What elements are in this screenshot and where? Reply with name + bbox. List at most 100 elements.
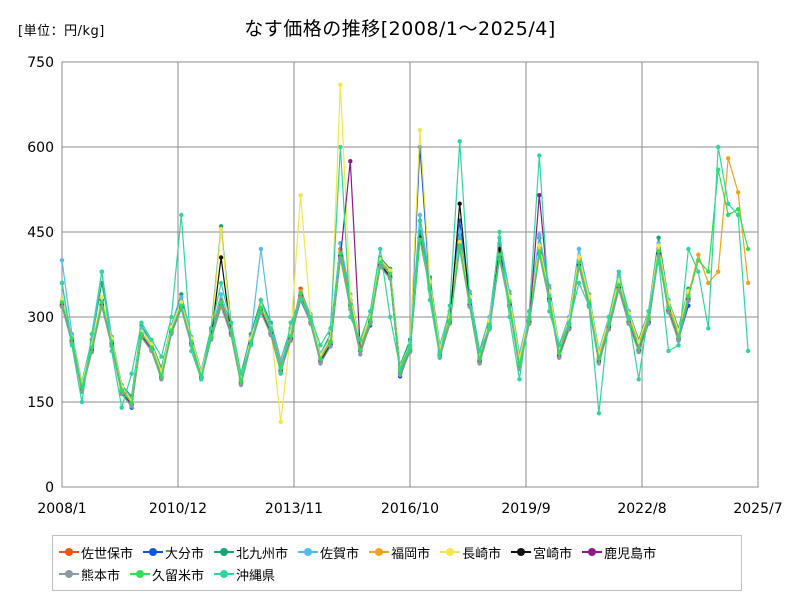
data-point-福岡市 (706, 280, 711, 286)
data-point-沖縄県 (517, 377, 522, 382)
data-point-久留米市 (368, 318, 373, 323)
data-point-沖縄県 (556, 343, 562, 348)
legend-marker (298, 547, 319, 557)
legend-marker (214, 569, 235, 579)
data-point-沖縄県 (79, 399, 85, 405)
legend-marker (143, 547, 164, 557)
data-point-久留米市 (59, 300, 65, 305)
data-point-沖縄県 (397, 365, 403, 371)
data-point-福岡市 (696, 252, 701, 257)
data-point-沖縄県 (666, 348, 671, 354)
data-point-熊本市 (477, 361, 482, 366)
data-point-長崎市 (387, 268, 393, 273)
legend-marker (59, 569, 79, 579)
data-point-沖縄県 (89, 331, 95, 337)
data-point-沖縄県 (348, 314, 353, 320)
data-point-沖縄県 (129, 371, 134, 376)
legend-marker (440, 547, 461, 557)
legend-label: 福岡市 (391, 546, 431, 562)
data-point-久留米市 (636, 345, 641, 350)
data-point-沖縄県 (208, 326, 214, 331)
data-point-沖縄県 (626, 314, 631, 320)
data-point-沖縄県 (109, 348, 114, 354)
legend-item: 大分市 (143, 541, 204, 563)
legend-label: 佐賀市 (320, 546, 360, 562)
data-point-宮崎市 (457, 201, 462, 206)
chart-legend: 佐世保市 大分市 北九州市 佐賀市 福岡市 長崎市 宮崎市 鹿児島市 熊本市 久留米市 沖縄県 (52, 535, 742, 591)
data-point-沖縄県 (358, 337, 363, 342)
legend-item: 佐世保市 (59, 541, 133, 563)
data-point-沖縄県 (328, 326, 333, 331)
data-point-沖縄県 (238, 371, 244, 376)
legend-label: 熊本市 (81, 568, 121, 584)
data-point-沖縄県 (467, 297, 472, 303)
data-point-沖縄県 (199, 377, 204, 382)
data-point-沖縄県 (179, 212, 184, 218)
data-point-久留米市 (338, 251, 343, 256)
data-point-久留米市 (129, 400, 134, 406)
data-point-沖縄県 (417, 218, 423, 223)
y-tick-label: 300 (27, 310, 54, 326)
data-point-沖縄県 (735, 212, 741, 218)
legend-label: 久留米市 (152, 568, 205, 584)
data-point-佐賀市 (457, 229, 462, 235)
data-point-久留米市 (288, 334, 293, 339)
data-point-沖縄県 (497, 229, 502, 235)
data-point-沖縄県 (656, 258, 661, 263)
data-point-福岡市 (726, 156, 731, 161)
legend-marker (582, 547, 603, 557)
legend-label: 沖縄県 (236, 568, 276, 584)
data-point-沖縄県 (139, 320, 144, 325)
data-point-沖縄県 (487, 326, 492, 331)
data-point-久留米市 (656, 249, 661, 254)
data-point-久留米市 (159, 373, 164, 379)
data-point-沖縄県 (745, 348, 751, 354)
legend-label: 大分市 (165, 546, 205, 562)
legend-marker (130, 569, 151, 579)
data-point-久留米市 (348, 302, 353, 307)
data-point-久留米市 (497, 252, 502, 257)
data-point-熊本市 (318, 361, 323, 366)
x-tick-label: 2008/1 (37, 501, 86, 517)
data-point-福岡市 (745, 280, 751, 286)
y-tick-label: 600 (27, 140, 54, 156)
data-point-長崎市 (218, 227, 224, 232)
legend-marker (59, 547, 79, 557)
data-point-長崎市 (537, 243, 542, 248)
data-point-久留米市 (686, 294, 691, 299)
data-point-久留米市 (457, 243, 462, 248)
data-point-久留米市 (596, 356, 602, 362)
y-tick-label: 750 (27, 55, 54, 71)
data-point-沖縄県 (477, 348, 482, 354)
data-point-沖縄県 (119, 405, 124, 410)
data-point-福岡市 (716, 269, 721, 274)
data-point-佐賀市 (258, 246, 264, 252)
data-point-久留米市 (169, 328, 174, 333)
data-point-久留米市 (358, 347, 363, 353)
data-point-沖縄県 (288, 320, 293, 325)
data-point-久留米市 (726, 212, 731, 218)
x-tick-label: 2013/11 (265, 501, 323, 517)
data-point-沖縄県 (278, 371, 283, 376)
data-point-長崎市 (338, 82, 343, 87)
y-tick-label: 150 (27, 395, 54, 411)
legend-item: 沖縄県 (214, 563, 275, 585)
data-point-久留米市 (149, 345, 154, 350)
legend-item: 久留米市 (130, 563, 204, 585)
data-point-沖縄県 (427, 297, 433, 303)
line-chart: 0 150 300 450 600 750 2008/1 2010/12 2013/11 2016… (27, 55, 782, 517)
data-point-久留米市 (298, 291, 303, 296)
data-point-佐賀市 (576, 246, 582, 252)
x-tick-label: 2025/7 (733, 501, 782, 517)
data-point-沖縄県 (716, 144, 721, 150)
data-point-沖縄県 (696, 269, 701, 274)
x-tick-label: 2010/12 (149, 501, 207, 517)
data-point-熊本市 (129, 404, 134, 409)
data-point-沖縄県 (706, 326, 711, 331)
data-point-久留米市 (735, 207, 741, 212)
data-point-久留米市 (328, 339, 333, 345)
legend-marker (511, 547, 532, 557)
data-point-熊本市 (358, 352, 363, 357)
data-point-沖縄県 (169, 314, 174, 320)
data-point-沖縄県 (387, 314, 393, 320)
